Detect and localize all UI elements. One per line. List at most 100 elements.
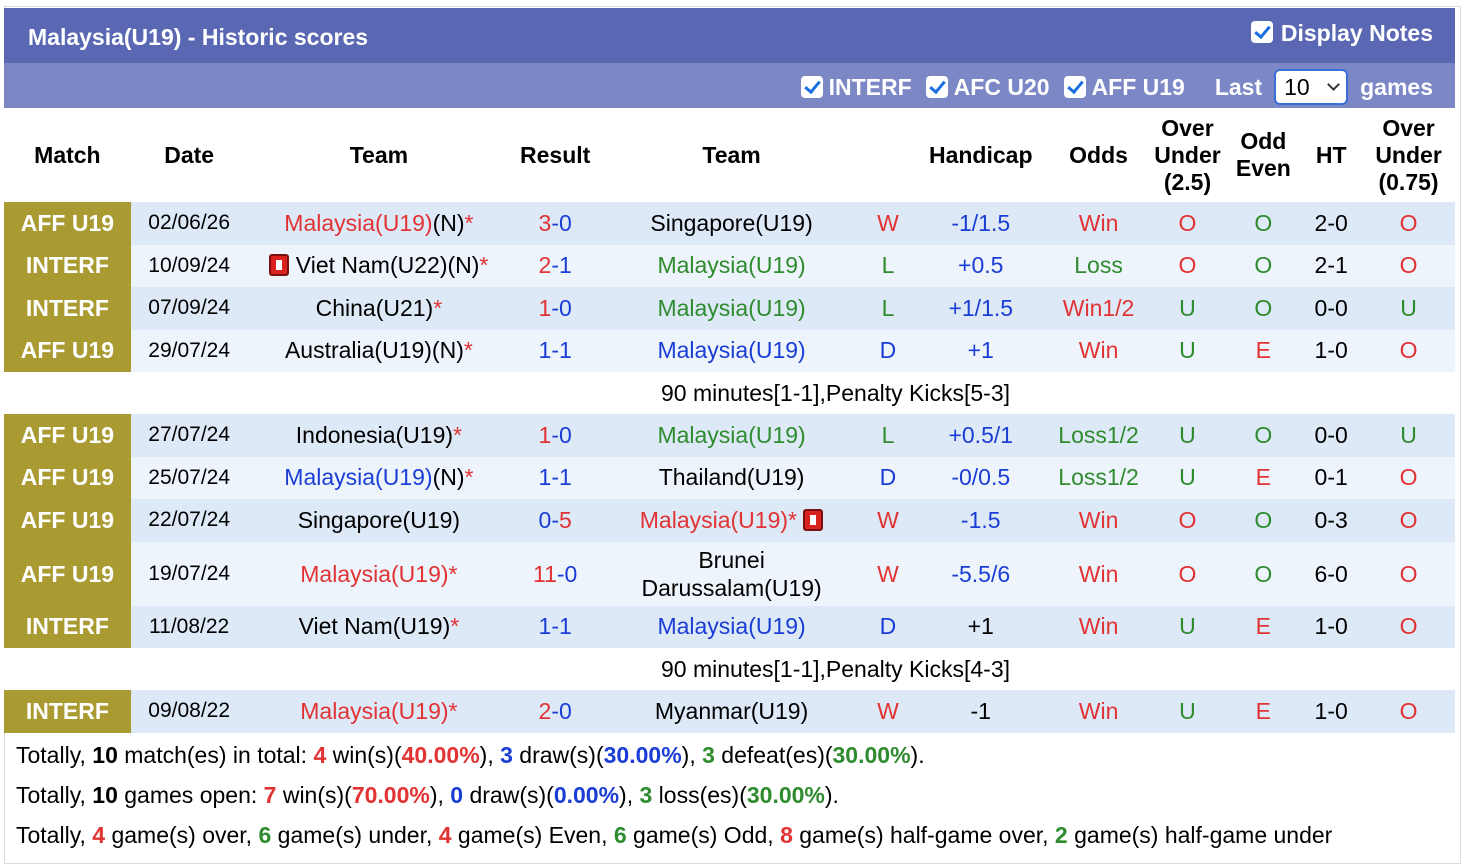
home-team-name: Malaysia(U19)	[284, 464, 433, 491]
away-team[interactable]: Myanmar(U19)	[600, 690, 864, 733]
home-team[interactable]: Indonesia(U19)*	[247, 414, 511, 457]
odd-even-result: O	[1226, 414, 1301, 457]
table-row[interactable]: INTERF 11/08/22 Viet Nam(U19)* 1-1 Malay…	[4, 605, 1455, 648]
match-score[interactable]: 0-5	[510, 499, 601, 542]
title-bar: Malaysia(U19) - Historic scores Display …	[4, 8, 1455, 63]
aff-u19-checkbox[interactable]	[1063, 76, 1086, 98]
away-team[interactable]: Malaysia(U19)	[600, 244, 864, 287]
summary-section: Totally, 10 match(es) in total: 4 win(s)…	[4, 735, 1455, 855]
home-team[interactable]: Viet Nam(U19)*	[247, 605, 511, 648]
summary-odds-line: Totally, 10 games open: 7 win(s)(70.00%)…	[16, 782, 839, 808]
odds-result: Win	[1048, 605, 1149, 648]
table-row[interactable]: INTERF 10/09/24 Viet Nam(U22)(N)* 2-1 Ma…	[4, 244, 1455, 287]
over-under-result: U	[1148, 690, 1227, 733]
competition-badge[interactable]: AFF U19	[4, 456, 131, 499]
competition-badge[interactable]: AFF U19	[4, 329, 131, 372]
table-row[interactable]: AFF U19 22/07/24 Singapore(U19) 0-5 Mala…	[4, 499, 1455, 542]
half-time-score: 0-1	[1300, 456, 1363, 499]
competition-badge[interactable]: AFF U19	[4, 499, 131, 542]
competition-badge[interactable]: INTERF	[4, 287, 131, 330]
summary-results-line: Totally, 10 match(es) in total: 4 win(s)…	[16, 742, 925, 768]
summary-goals-line: Totally, 4 game(s) over, 6 game(s) under…	[16, 822, 1333, 848]
wdl-result: W	[863, 690, 913, 733]
competition-badge[interactable]: INTERF	[4, 690, 131, 733]
over-under-075-result: U	[1362, 287, 1455, 330]
star-mark: *	[448, 697, 458, 724]
handicap-value: +1	[912, 329, 1049, 372]
away-team[interactable]: Malaysia(U19)*	[600, 499, 864, 542]
match-score[interactable]: 1-1	[510, 329, 601, 372]
home-team[interactable]: Viet Nam(U22)(N)*	[247, 244, 511, 287]
home-team[interactable]: Malaysia(U19)*	[247, 541, 511, 606]
star-mark: *	[788, 506, 797, 533]
handicap-value: -1.5	[912, 499, 1049, 542]
away-team[interactable]: Brunei Darussalam(U19)	[600, 541, 864, 606]
odds-result: Loss1/2	[1048, 414, 1149, 457]
match-score[interactable]: 2-1	[510, 244, 601, 287]
col-result: Result	[510, 108, 601, 202]
handicap-value: +0.5	[912, 244, 1049, 287]
match-score[interactable]: 11-0	[510, 541, 601, 606]
table-row[interactable]: INTERF 07/09/24 China(U21)* 1-0 Malaysia…	[4, 287, 1455, 330]
away-team[interactable]: Malaysia(U19)	[600, 287, 864, 330]
page-title: Malaysia(U19) - Historic scores	[28, 24, 369, 50]
match-score[interactable]: 3-0	[510, 202, 601, 245]
match-score[interactable]: 1-1	[510, 456, 601, 499]
filter-afc-u20[interactable]: AFC U20	[925, 74, 1050, 101]
away-team[interactable]: Thailand(U19)	[600, 456, 864, 499]
table-row[interactable]: AFF U19 02/06/26 Malaysia(U19)(N)* 3-0 S…	[4, 202, 1455, 245]
half-time-score: 1-0	[1300, 329, 1363, 372]
table-header: Match Date Team Result Team Handicap Odd…	[4, 108, 1455, 202]
wdl-result: D	[863, 605, 913, 648]
afc-u20-checkbox[interactable]	[925, 76, 948, 98]
home-team[interactable]: Australia(U19)(N)*	[247, 329, 511, 372]
star-mark: *	[433, 294, 443, 321]
table-row[interactable]: INTERF 09/08/22 Malaysia(U19)* 2-0 Myanm…	[4, 690, 1455, 733]
competition-badge[interactable]: INTERF	[4, 244, 131, 287]
competition-badge[interactable]: AFF U19	[4, 202, 131, 245]
col-odd-even: Odd Even	[1226, 108, 1301, 202]
match-date: 02/06/26	[130, 202, 248, 245]
filter-interf[interactable]: INTERF	[800, 74, 912, 101]
match-score[interactable]: 1-0	[510, 414, 601, 457]
aff-u19-label: AFF U19	[1091, 73, 1185, 100]
last-games-select[interactable]: 10	[1274, 69, 1349, 105]
odds-result: Win	[1048, 499, 1149, 542]
col-away-team: Team	[600, 108, 864, 202]
chevron-down-icon	[1327, 78, 1340, 91]
handicap-value: +1/1.5	[912, 287, 1049, 330]
display-notes-checkbox[interactable]	[1250, 20, 1273, 43]
table-row[interactable]: AFF U19 25/07/24 Malaysia(U19)(N)* 1-1 T…	[4, 456, 1455, 499]
away-team[interactable]: Malaysia(U19)	[600, 414, 864, 457]
home-team[interactable]: China(U21)*	[247, 287, 511, 330]
display-notes-label: Display Notes	[1280, 20, 1433, 46]
away-team[interactable]: Malaysia(U19)	[600, 605, 864, 648]
match-score[interactable]: 2-0	[510, 690, 601, 733]
match-score[interactable]: 1-1	[510, 605, 601, 648]
over-under-075-result: O	[1362, 499, 1455, 542]
competition-badge[interactable]: AFF U19	[4, 541, 131, 606]
match-note: 90 minutes[1-1],Penalty Kicks[5-3]	[4, 372, 1455, 414]
table-row[interactable]: AFF U19 19/07/24 Malaysia(U19)* 11-0 Bru…	[4, 541, 1455, 606]
over-under-075-result: O	[1362, 541, 1455, 606]
home-team[interactable]: Malaysia(U19)(N)*	[247, 202, 511, 245]
table-row[interactable]: AFF U19 29/07/24 Australia(U19)(N)* 1-1 …	[4, 329, 1455, 372]
competition-badge[interactable]: AFF U19	[4, 414, 131, 457]
display-notes-toggle[interactable]: Display Notes	[1250, 20, 1433, 47]
away-team[interactable]: Singapore(U19)	[600, 202, 864, 245]
half-time-score: 0-3	[1300, 499, 1363, 542]
table-row[interactable]: AFF U19 27/07/24 Indonesia(U19)* 1-0 Mal…	[4, 414, 1455, 457]
away-team[interactable]: Malaysia(U19)	[600, 329, 864, 372]
odd-even-result: O	[1226, 202, 1301, 245]
home-team[interactable]: Malaysia(U19)*	[247, 690, 511, 733]
filter-aff-u19[interactable]: AFF U19	[1063, 73, 1185, 101]
home-team[interactable]: Malaysia(U19)(N)*	[247, 456, 511, 499]
competition-badge[interactable]: INTERF	[4, 605, 131, 648]
col-date: Date	[130, 108, 248, 202]
wdl-result: W	[863, 202, 913, 245]
half-time-score: 0-0	[1300, 414, 1363, 457]
over-under-result: U	[1148, 329, 1227, 372]
home-team[interactable]: Singapore(U19)	[247, 499, 511, 542]
match-score[interactable]: 1-0	[510, 287, 601, 330]
interf-checkbox[interactable]	[800, 76, 823, 98]
